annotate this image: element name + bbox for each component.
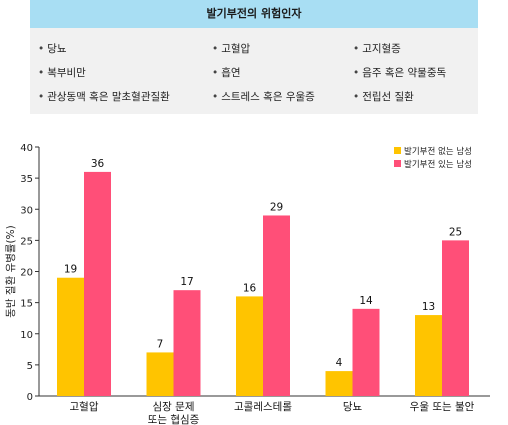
x-category-label: 고콜레스테롤 <box>234 401 292 413</box>
risk-factor-title: 발기부전의 위험인자 <box>30 0 478 28</box>
y-axis-label: 동반 질환 유병률(%) <box>5 225 17 317</box>
bar <box>442 240 469 396</box>
risk-factor-item: 당뇨 <box>38 42 66 56</box>
x-category-label: 심장 문제 <box>153 401 195 413</box>
bar-value-label: 4 <box>336 357 343 369</box>
bar-value-label: 36 <box>91 158 105 170</box>
risk-factor-box: 발기부전의 위험인자 당뇨 고혈압 고지혈증 복부비만 흡연 음주 혹은 약물중… <box>30 0 478 114</box>
bar-value-label: 19 <box>64 264 77 276</box>
x-category-label: 우울 또는 불안 <box>410 401 475 413</box>
legend-swatch <box>394 147 401 154</box>
y-tick-label: 10 <box>20 330 33 341</box>
bar <box>236 296 263 396</box>
y-tick-label: 0 <box>27 392 33 403</box>
legend-label: 발기부전 있는 남성 <box>404 159 472 170</box>
y-tick-label: 25 <box>20 236 33 247</box>
bar <box>352 308 380 396</box>
bar-value-label: 7 <box>157 338 164 350</box>
x-category-label: 당뇨 <box>343 401 363 413</box>
x-category-label: 또는 협심증 <box>148 413 200 425</box>
bar-value-label: 17 <box>180 276 193 288</box>
y-tick-label: 35 <box>20 174 33 185</box>
bar-value-label: 13 <box>422 301 435 313</box>
risk-factor-item: 고지혈증 <box>353 42 401 56</box>
y-tick-label: 30 <box>20 205 33 216</box>
bar <box>146 352 174 396</box>
risk-factor-item: 복부비만 <box>38 66 86 80</box>
bar <box>325 371 353 396</box>
risk-factor-item: 흡연 <box>212 66 240 80</box>
bar-value-label: 14 <box>359 295 373 307</box>
bar-value-label: 25 <box>449 226 462 238</box>
y-tick-label: 15 <box>20 299 33 310</box>
legend-swatch <box>394 160 401 167</box>
risk-factor-item: 음주 혹은 약물중독 <box>353 66 446 80</box>
bar <box>173 290 201 396</box>
risk-factor-item: 고혈압 <box>212 42 250 56</box>
y-tick-label: 20 <box>20 268 33 279</box>
risk-factor-item: 스트레스 혹은 우울증 <box>212 90 315 104</box>
legend-label: 발기부전 없는 남성 <box>404 146 472 157</box>
bar <box>415 315 442 396</box>
x-category-label: 고혈압 <box>70 400 99 413</box>
bar <box>57 277 84 396</box>
bar-value-label: 29 <box>270 201 283 213</box>
y-tick-label: 5 <box>27 361 33 372</box>
risk-factor-item: 관상동맥 혹은 말초혈관질환 <box>38 90 170 104</box>
bar-value-label: 16 <box>243 282 257 294</box>
bar <box>84 171 111 396</box>
y-tick-label: 40 <box>20 143 33 154</box>
bar <box>263 215 290 396</box>
risk-factor-item: 전립선 질환 <box>353 90 414 104</box>
